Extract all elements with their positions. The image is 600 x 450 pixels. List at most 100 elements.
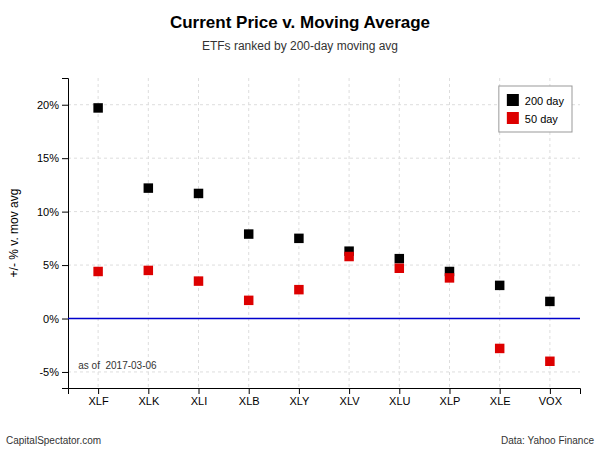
x-tick-label: XLV — [340, 395, 361, 407]
y-tick-mark — [62, 372, 68, 373]
y-axis-line — [62, 79, 69, 389]
grid-line-y — [68, 318, 580, 319]
point — [545, 357, 554, 366]
grid-line-x — [198, 78, 199, 388]
grid-line-y — [68, 211, 580, 212]
x-tick-label: XLY — [289, 395, 310, 407]
point — [93, 103, 102, 112]
legend-frame — [499, 86, 572, 132]
grid-line-x — [449, 78, 450, 388]
x-tick-mark — [98, 388, 99, 394]
title: Current Price v. Moving Average — [170, 13, 430, 32]
x-tick-label: XLB — [239, 395, 260, 407]
x-axis-line — [69, 389, 581, 395]
x-tick-label: XLK — [138, 395, 159, 407]
x-tick: XLF — [89, 388, 109, 407]
y-tick: 10% — [37, 206, 68, 218]
y-tick-label: 5% — [43, 259, 59, 271]
point — [244, 229, 253, 238]
plot: -5% 0% 5% 10% 15% 20% XLF XLK XLI XLB XLY XLV XLU XLP… — [37, 78, 581, 407]
y-tick: 15% — [37, 152, 68, 164]
x-tick-label: VOX — [539, 395, 563, 407]
subtitle: ETFs ranked by 200-day moving avg — [202, 39, 398, 53]
grid-line-x — [349, 78, 350, 388]
zero-line — [68, 318, 580, 320]
x-tick-mark — [349, 388, 350, 394]
y-tick-label: 10% — [37, 206, 59, 218]
y-tick: 0% — [43, 313, 68, 325]
x-tick-label: XLU — [389, 395, 410, 407]
point — [244, 296, 253, 305]
point — [93, 267, 102, 276]
x-tick-mark — [500, 388, 501, 394]
x-tick-label: XLE — [490, 395, 511, 407]
point — [144, 183, 153, 192]
y-tick: 20% — [37, 99, 68, 111]
legend: 200 day 50 day — [499, 86, 572, 132]
annotation: as of 2017-03-06 — [78, 360, 157, 371]
x-tick: XLI — [191, 388, 208, 407]
legend-swatch — [507, 112, 519, 124]
y-tick-label: 0% — [43, 313, 59, 325]
x-tick-label: XLF — [89, 395, 109, 407]
point — [194, 276, 203, 285]
x-tick-mark — [449, 388, 450, 394]
y-tick-mark — [62, 319, 68, 320]
legend-label: 200 day — [525, 95, 565, 107]
x-tick-mark — [399, 388, 400, 394]
x-tick-mark — [199, 388, 200, 394]
y-tick-mark — [62, 265, 68, 266]
point — [445, 273, 454, 282]
x-tick: VOX — [539, 388, 563, 407]
y-tick-mark — [62, 158, 68, 159]
grid-line-y — [68, 158, 580, 159]
legend-swatch — [507, 94, 519, 106]
footer-left: CapitalSpectator.com — [6, 435, 101, 446]
grid-line-x — [298, 78, 299, 388]
point — [294, 234, 303, 243]
footer-right: Data: Yahoo Finance — [501, 435, 594, 446]
point — [495, 281, 504, 290]
point — [545, 297, 554, 306]
chart: Current Price v. Moving Average ETFs rank… — [0, 0, 600, 450]
series — [93, 252, 554, 366]
x-tick-label: XLI — [191, 395, 208, 407]
grid — [68, 78, 580, 388]
x-tick: XLB — [239, 388, 260, 407]
point — [344, 252, 353, 261]
y-tick-mark — [62, 105, 68, 106]
x-tick-mark — [299, 388, 300, 394]
y-tick: 5% — [43, 259, 68, 271]
point — [294, 285, 303, 294]
x-tick: XLK — [138, 388, 159, 407]
grid-line-y — [68, 371, 580, 372]
x-tick: XLE — [490, 388, 511, 407]
y-tick-label: -5% — [39, 366, 59, 378]
x-tick-mark — [550, 388, 551, 394]
point — [144, 266, 153, 275]
grid-line-x — [399, 78, 400, 388]
y-axis-title: +/- % v. mov avg — [7, 189, 21, 278]
point — [395, 264, 404, 273]
grid-line-y — [68, 265, 580, 266]
x-tick: XLP — [440, 388, 461, 407]
grid-line-x — [98, 78, 99, 388]
y-axis: -5% 0% 5% 10% 15% 20% — [37, 79, 69, 389]
y-tick-label: 20% — [37, 99, 59, 111]
marks — [68, 103, 580, 366]
grid-line-x — [148, 78, 149, 388]
x-tick: XLV — [340, 388, 361, 407]
y-tick-label: 15% — [37, 152, 59, 164]
point — [395, 254, 404, 263]
y-tick: -5% — [39, 366, 68, 378]
legend-label: 50 day — [525, 113, 559, 125]
series — [93, 103, 554, 306]
x-tick-mark — [148, 388, 149, 394]
x-tick: XLY — [289, 388, 310, 407]
x-tick-label: XLP — [440, 395, 461, 407]
point — [194, 189, 203, 198]
x-tick: XLU — [389, 388, 410, 407]
y-tick-mark — [62, 212, 68, 213]
x-axis: XLF XLK XLI XLB XLY XLV XLU XLP XLE VOX — [69, 388, 581, 407]
x-tick-mark — [249, 388, 250, 394]
